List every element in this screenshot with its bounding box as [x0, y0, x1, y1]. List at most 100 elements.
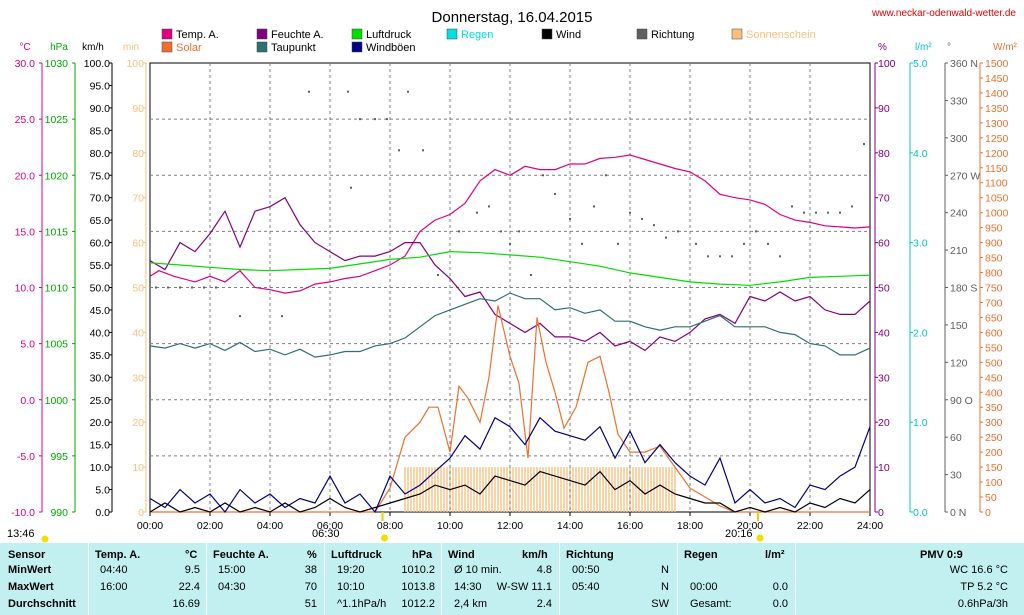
direction-point	[398, 149, 400, 152]
direction-point	[458, 230, 460, 233]
sunshine-tick-label: 10	[132, 462, 144, 474]
direction-point	[281, 315, 283, 318]
direction-tick-label: 60	[950, 432, 962, 444]
pressure-tick-label: 1015	[45, 226, 69, 238]
direction-point	[167, 286, 169, 289]
pressure-tick-label: 1005	[45, 339, 69, 351]
solar-tick-label: 850	[985, 253, 1003, 265]
sunset-time: 20:16	[725, 528, 753, 540]
humidity-tick-label: 40	[878, 327, 890, 339]
temp-tick-label: -10.0	[11, 507, 35, 519]
sunrise-marker-icon	[381, 534, 388, 542]
table-cell-wind-val: W-SW 11.1	[496, 581, 552, 593]
series-line-solar	[150, 305, 870, 513]
direction-point	[827, 211, 829, 214]
rain-tick-label: 3.0	[913, 238, 928, 250]
sunshine-tick-label: 90	[132, 103, 144, 115]
table-cell-label: MinWert	[8, 564, 52, 576]
direction-point	[665, 236, 667, 239]
direction-tick-label: 300	[950, 133, 968, 145]
legend-label: Taupunkt	[271, 42, 316, 54]
direction-tick-label: 120	[950, 357, 968, 369]
wind-tick-label: 0.0	[95, 507, 110, 519]
series-line-temp-a-	[149, 154, 871, 294]
series-line-wind	[149, 470, 871, 513]
wind-tick-label: 30.0	[90, 372, 111, 384]
humidity-tick-label: 70	[878, 193, 890, 205]
x-tick-label: 24:00	[857, 520, 883, 532]
wind-tick-label: 80.0	[90, 148, 111, 160]
wind-tick-label: 55.0	[90, 260, 111, 272]
direction-point	[677, 230, 679, 233]
direction-point	[863, 143, 865, 146]
solar-tick-label: 350	[985, 402, 1003, 414]
legend-swatch	[541, 28, 553, 40]
x-tick-label: 16:00	[617, 520, 643, 532]
table-cell-wind-time: 2,4 km	[454, 598, 488, 610]
header-wind-unit: km/h	[522, 549, 548, 561]
humidity-tick-label: 100	[878, 58, 896, 70]
legend-label: Windböen	[366, 42, 416, 54]
table-cell-hum-val: 70	[304, 581, 317, 593]
sunshine-tick-label: 30	[132, 372, 144, 384]
sunshine-tick-label: 100	[126, 58, 144, 70]
x-tick-label: 00:00	[137, 520, 163, 532]
direction-point	[617, 242, 619, 245]
wind-tick-label: 45.0	[90, 305, 111, 317]
header-pmv: PMV 0:9	[920, 549, 963, 561]
table-cell-extra: WC 16.6 °C	[949, 564, 1008, 576]
table-cell-dir-time: 00:50	[572, 564, 600, 576]
table-cell-press-val: 1012.2	[401, 598, 435, 610]
solar-tick-label: 450	[985, 372, 1003, 384]
solar-axis-unit: W/m²	[993, 42, 1018, 53]
direction-tick-label: 210	[950, 245, 968, 257]
x-tick-label: 06:00	[317, 520, 343, 532]
header-humidity: Feuchte A.	[213, 549, 269, 561]
legend-label: Luftdruck	[366, 29, 412, 41]
solar-tick-label: 1100	[985, 178, 1008, 190]
sunshine-tick-label: 0	[138, 507, 144, 519]
legend-label: Temp. A.	[176, 29, 219, 41]
temp-tick-label: 0.0	[20, 395, 35, 407]
direction-point	[653, 224, 655, 227]
humidity-tick-label: 20	[878, 417, 890, 429]
solar-tick-label: 550	[985, 342, 1003, 354]
pressure-tick-label: 1000	[45, 395, 69, 407]
table-cell-dir-val: N	[661, 564, 669, 576]
sunshine-tick-label: 60	[132, 238, 144, 250]
sunshine-axis-unit: min	[123, 42, 139, 53]
series-line-windb-en	[149, 416, 871, 514]
direction-point	[719, 255, 721, 258]
header-humidity-unit: %	[307, 549, 317, 561]
direction-point	[569, 217, 571, 220]
x-tick-label: 22:00	[797, 520, 823, 532]
sunshine-tick-label: 40	[132, 327, 144, 339]
rain-tick-label: 0.0	[913, 507, 928, 519]
solar-tick-label: 100	[985, 477, 1003, 489]
direction-tick-label: 180 S	[950, 283, 977, 295]
solar-tick-label: 1350	[985, 103, 1009, 115]
solar-tick-label: 750	[985, 283, 1003, 295]
solar-tick-label: 500	[985, 357, 1003, 369]
header-sensor: Sensor	[8, 549, 46, 561]
header-rain: Regen	[684, 549, 718, 561]
wind-tick-label: 25.0	[90, 395, 111, 407]
temp-tick-label: 25.0	[15, 114, 36, 126]
wind-tick-label: 5.0	[95, 485, 110, 497]
table-cell-hum-time: 15:00	[218, 564, 246, 576]
direction-point	[815, 211, 817, 214]
site-url: www.neckar-odenwald-wetter.de	[871, 8, 1016, 19]
direction-point	[695, 242, 697, 245]
sunrise-time: 06:30	[312, 528, 340, 540]
x-tick-label: 08:00	[377, 520, 403, 532]
direction-point	[791, 205, 793, 208]
pressure-tick-label: 1010	[45, 283, 69, 295]
legend-label: Wind	[556, 29, 581, 41]
temp-tick-label: 15.0	[15, 226, 36, 238]
wind-tick-label: 65.0	[90, 215, 111, 227]
table-cell-wind-time: 14:30	[454, 581, 482, 593]
direction-tick-label: 360 N	[950, 58, 978, 70]
humidity-tick-label: 80	[878, 148, 890, 160]
solar-tick-label: 950	[985, 223, 1003, 235]
moonrise-icon	[41, 535, 49, 543]
